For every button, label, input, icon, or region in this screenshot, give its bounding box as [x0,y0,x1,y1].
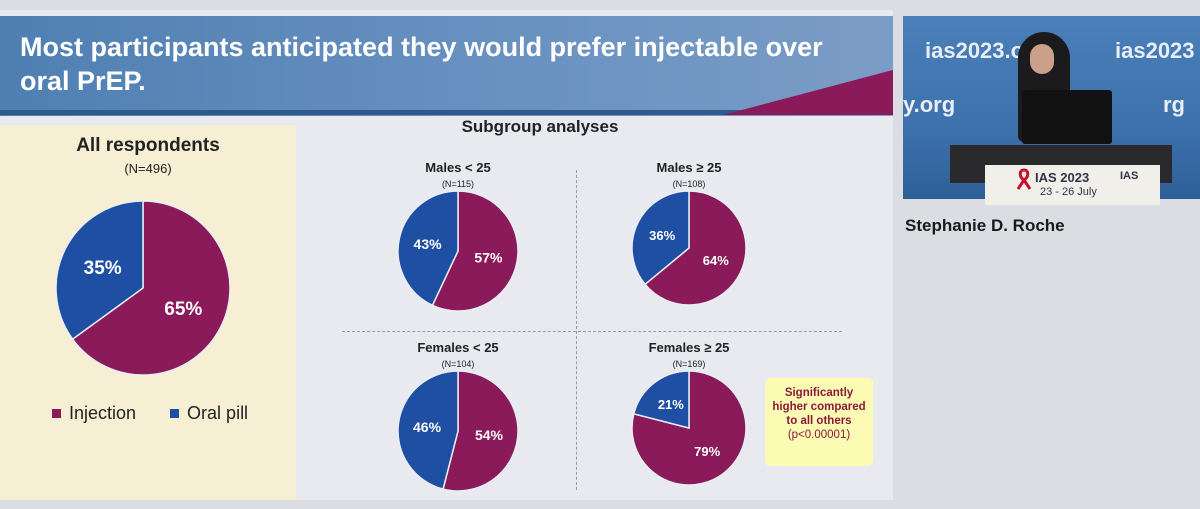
significance-note-text: Significantly higher compared to all oth… [772,387,866,427]
podium-sign-title: IAS 2023 [1035,170,1090,185]
red-ribbon-icon [1016,168,1032,190]
laptop-icon [1022,90,1112,144]
pie-title-males-under-25: Males < 25 [425,160,491,175]
pie-label-injection: 79% [694,444,720,459]
banner-stripe [0,110,893,115]
all-respondents-n: (N=496) [124,161,172,176]
speaker-name: Stephanie D. Roche [905,216,1065,235]
slide: Most participants anticipated they would… [0,10,893,500]
pie-title-males-25-plus: Males ≥ 25 [656,160,722,175]
pie-n-males-under-25: (N=115) [441,179,475,189]
legend-item-oral-pill: Oral pill [170,403,248,424]
pie-chart-females-25-plus: 79% 21% [631,370,747,486]
pie-slice-oral-pill [397,190,459,307]
all-respondents-title: All respondents [76,135,220,156]
legend-item-injection: Injection [52,403,136,424]
pie-label-injection: 54% [475,427,504,443]
podium-sign-dates: 23 - 26 July [1040,186,1097,198]
subgroup-analyses-title: Subgroup analyses [461,117,619,136]
significance-note-p-value: (p<0.00001) [787,429,851,441]
video-watermark-mid: y.org [903,92,956,117]
legend-swatch-oral-pill [170,409,180,418]
podium-sign-brand: IAS [1120,170,1139,182]
pie-slice-oral-pill [631,190,690,286]
quadrant-divider-vertical [576,170,577,490]
pie-slice-oral-pill [55,200,144,341]
pie-chart-males-under-25: 57% 43% [397,190,519,312]
title-banner: Most participants anticipated they would… [0,16,893,116]
quadrant-divider-horizontal [342,331,842,332]
pie-slice-injection [442,370,519,492]
pie-n-females-25-plus: (N=169) [672,359,706,369]
video-watermark-right: ias2023 [1115,38,1195,63]
legend-label-oral-pill: Oral pill [187,403,249,423]
pie-label-oral-pill: 35% [84,258,122,279]
pie-label-oral-pill: 21% [658,397,684,412]
all-respondents-panel: All respondents (N=496) Injection Oral p… [0,125,296,500]
significance-note: Significantly higher compared to all oth… [765,378,873,466]
pie-slice-oral-pill [632,370,690,429]
pie-n-males-25-plus: (N=108) [672,179,706,189]
pie-label-oral-pill: 36% [649,228,675,243]
pie-slice-injection [431,190,519,312]
pie-slice-oral-pill [397,370,459,491]
pie-legend: Injection Oral pill [52,403,248,424]
pie-n-females-under-25: (N=104) [441,359,475,369]
legend-label-injection: Injection [69,403,137,423]
speaker-face [1030,44,1054,74]
pie-label-oral-pill: 43% [414,236,443,252]
pie-label-injection: 65% [164,299,202,320]
pie-chart-all-respondents: 65% 35% [55,200,231,376]
pie-chart-females-under-25: 54% 46% [397,370,519,492]
pie-label-injection: 64% [703,253,729,268]
pie-chart-males-25-plus: 64% 36% [631,190,747,306]
pie-label-injection: 57% [474,250,503,266]
pie-slice-injection [644,190,747,306]
video-watermark-mid-right: rg [1163,92,1185,117]
legend-swatch-injection [52,409,61,418]
pie-slice-injection [71,200,231,376]
pie-label-oral-pill: 46% [413,419,442,435]
slide-title: Most participants anticipated they would… [20,32,823,96]
pie-title-females-25-plus: Females ≥ 25 [648,340,730,355]
pie-title-females-under-25: Females < 25 [417,340,499,355]
podium-sign [985,165,1160,205]
